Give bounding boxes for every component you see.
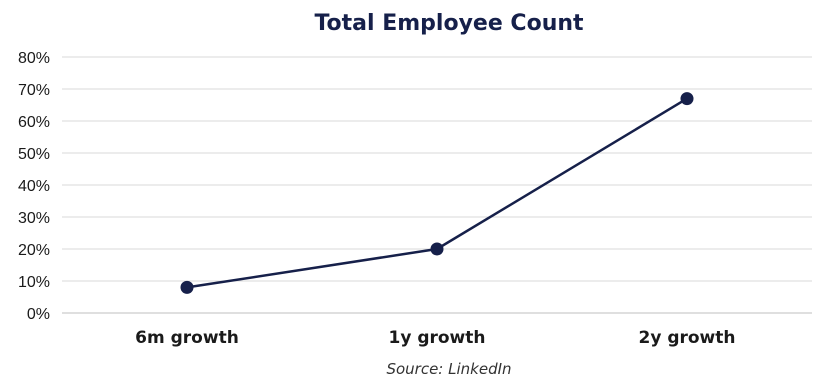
y-tick-label: 0% xyxy=(27,306,50,323)
y-tick-label: 50% xyxy=(18,146,50,163)
data-point-2y-growth xyxy=(680,92,694,106)
x-category-label: 6m growth xyxy=(135,328,239,348)
data-series xyxy=(180,92,694,294)
data-point-1y-growth xyxy=(430,242,444,256)
y-axis-tick-labels: 0% 10% 20% 30% 40% 50% 60% 70% 80% xyxy=(18,50,50,323)
y-tick-label: 80% xyxy=(18,50,50,67)
x-category-label: 2y growth xyxy=(639,328,736,348)
series-line xyxy=(186,97,688,289)
y-tick-label: 40% xyxy=(18,178,50,195)
y-tick-label: 30% xyxy=(18,210,50,227)
y-tick-label: 20% xyxy=(18,242,50,259)
source-note: Source: LinkedIn xyxy=(386,360,511,378)
y-tick-label: 10% xyxy=(18,274,50,291)
data-point-6m-growth xyxy=(180,280,194,294)
chart-title: Total Employee Count xyxy=(314,11,584,36)
y-tick-label: 60% xyxy=(18,114,50,131)
y-tick-label: 70% xyxy=(18,82,50,99)
x-axis-category-labels: 6m growth 1y growth 2y growth xyxy=(135,328,735,348)
x-category-label: 1y growth xyxy=(389,328,486,348)
gridlines xyxy=(62,56,812,314)
